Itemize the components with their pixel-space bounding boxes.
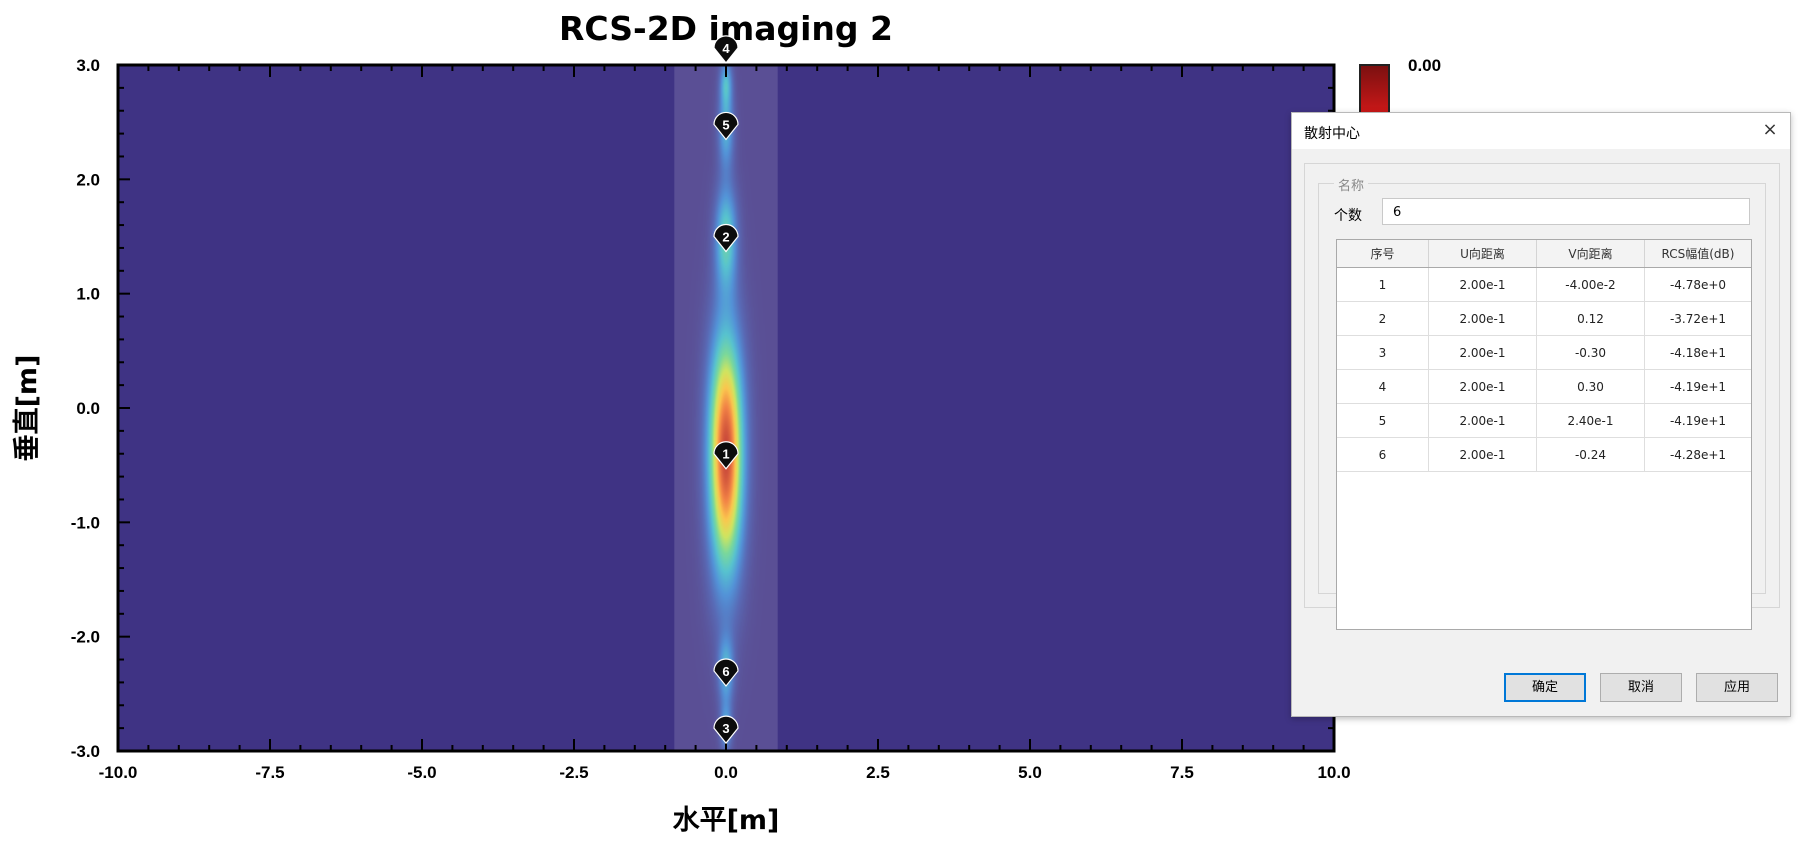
y-axis-title: 垂直[m] [12,355,43,462]
y-tick-label: 0.0 [76,399,100,418]
cell-u-distance: 2.00e-1 [1428,335,1537,370]
cell-u-distance: 2.00e-1 [1428,369,1537,404]
x-tick-label: -5.0 [407,763,436,782]
ok-button[interactable]: 确定 [1504,673,1586,702]
dialog-titlebar: 散射中心 × [1292,113,1790,149]
marker-label: 3 [722,721,729,736]
y-tick-label: -2.0 [71,628,100,647]
cell-rcs: -4.19e+1 [1644,369,1751,404]
map-pin-icon [713,35,739,64]
table-row[interactable]: 4 2.00e-1 0.30 -4.19e+1 [1337,369,1751,404]
colorbar-top-label: 0.00 [1408,56,1441,75]
y-tick-label: 1.0 [76,285,100,304]
cell-v-distance: -0.24 [1536,437,1645,472]
cancel-button[interactable]: 取消 [1600,673,1682,702]
marker-label: 1 [722,447,729,462]
cell-rcs: -4.28e+1 [1644,437,1751,472]
col-header-u-distance[interactable]: U向距离 [1428,240,1537,268]
cell-index: 1 [1337,267,1429,302]
y-tick-label: 2.0 [76,170,100,189]
cell-rcs: -3.72e+1 [1644,301,1751,336]
scatter-center-marker[interactable]: 2 [713,223,739,253]
x-tick-label: 0.0 [714,763,738,782]
y-tick-label: -1.0 [71,513,100,532]
map-pin-icon [713,111,739,141]
x-tick-label: 5.0 [1018,763,1042,782]
scatter-center-marker[interactable]: 5 [713,111,739,141]
table-row[interactable]: 1 2.00e-1 -4.00e-2 -4.78e+0 [1337,267,1751,302]
scatter-center-marker[interactable]: 6 [713,658,739,687]
map-pin-icon [713,715,739,745]
dialog-title: 散射中心 [1304,126,1360,142]
group-label: 名称 [1334,175,1369,194]
cell-u-distance: 2.00e-1 [1428,403,1537,438]
selection-band [674,65,778,751]
scatter-center-marker[interactable]: 1 [713,441,739,470]
cell-index: 5 [1337,403,1429,438]
marker-label: 2 [722,230,729,245]
x-tick-label: -10.0 [99,763,138,782]
table-row[interactable]: 2 2.00e-1 0.12 -3.72e+1 [1337,301,1751,336]
x-tick-label: 7.5 [1170,763,1194,782]
cell-rcs: -4.18e+1 [1644,335,1751,370]
marker-label: 5 [722,117,729,132]
x-tick-label: -2.5 [559,763,588,782]
cell-index: 2 [1337,301,1429,336]
scatter-center-marker[interactable]: 4 [713,35,739,64]
map-pin-icon [713,223,739,253]
y-tick-label: 3.0 [76,56,100,75]
count-field[interactable]: 6 [1382,198,1750,225]
col-header-v-distance[interactable]: V向距离 [1536,240,1645,268]
cell-v-distance: 2.40e-1 [1536,403,1645,438]
cell-index: 3 [1337,335,1429,370]
cell-u-distance: 2.00e-1 [1428,301,1537,336]
table-row[interactable]: 5 2.00e-1 2.40e-1 -4.19e+1 [1337,403,1751,438]
x-axis-title: 水平[m] [673,805,780,836]
heatmap-image [653,65,799,751]
col-header-rcs[interactable]: RCS幅值(dB) [1644,240,1751,268]
cell-v-distance: 0.12 [1536,301,1645,336]
cell-index: 6 [1337,437,1429,472]
col-header-index[interactable]: 序号 [1337,240,1429,268]
table-row[interactable]: 3 2.00e-1 -0.30 -4.18e+1 [1337,335,1751,370]
marker-label: 6 [722,664,729,679]
cell-v-distance: -4.00e-2 [1536,267,1645,302]
cell-index: 4 [1337,369,1429,404]
table-row[interactable]: 6 2.00e-1 -0.24 -4.28e+1 [1337,437,1751,472]
cell-u-distance: 2.00e-1 [1428,267,1537,302]
cell-v-distance: -0.30 [1536,335,1645,370]
cell-v-distance: 0.30 [1536,369,1645,404]
close-icon[interactable]: × [1762,119,1778,140]
map-pin-icon [713,658,739,687]
x-tick-label: -7.5 [255,763,284,782]
map-pin-icon [713,441,739,470]
apply-button[interactable]: 应用 [1696,673,1778,702]
table-header-row: 序号 U向距离 V向距离 RCS幅值(dB) [1337,240,1751,268]
cell-rcs: -4.19e+1 [1644,403,1751,438]
count-label: 个数 [1334,208,1362,224]
cell-rcs: -4.78e+0 [1644,267,1751,302]
scatter-table: 序号 U向距离 V向距离 RCS幅值(dB) 1 2.00e-1 -4.00e-2-… [1336,239,1752,630]
x-tick-label: 2.5 [866,763,890,782]
cell-u-distance: 2.00e-1 [1428,437,1537,472]
x-tick-label: 10.0 [1317,763,1350,782]
scatter-center-marker[interactable]: 3 [713,715,739,745]
y-tick-label: -3.0 [71,742,100,761]
marker-label: 4 [722,41,730,56]
